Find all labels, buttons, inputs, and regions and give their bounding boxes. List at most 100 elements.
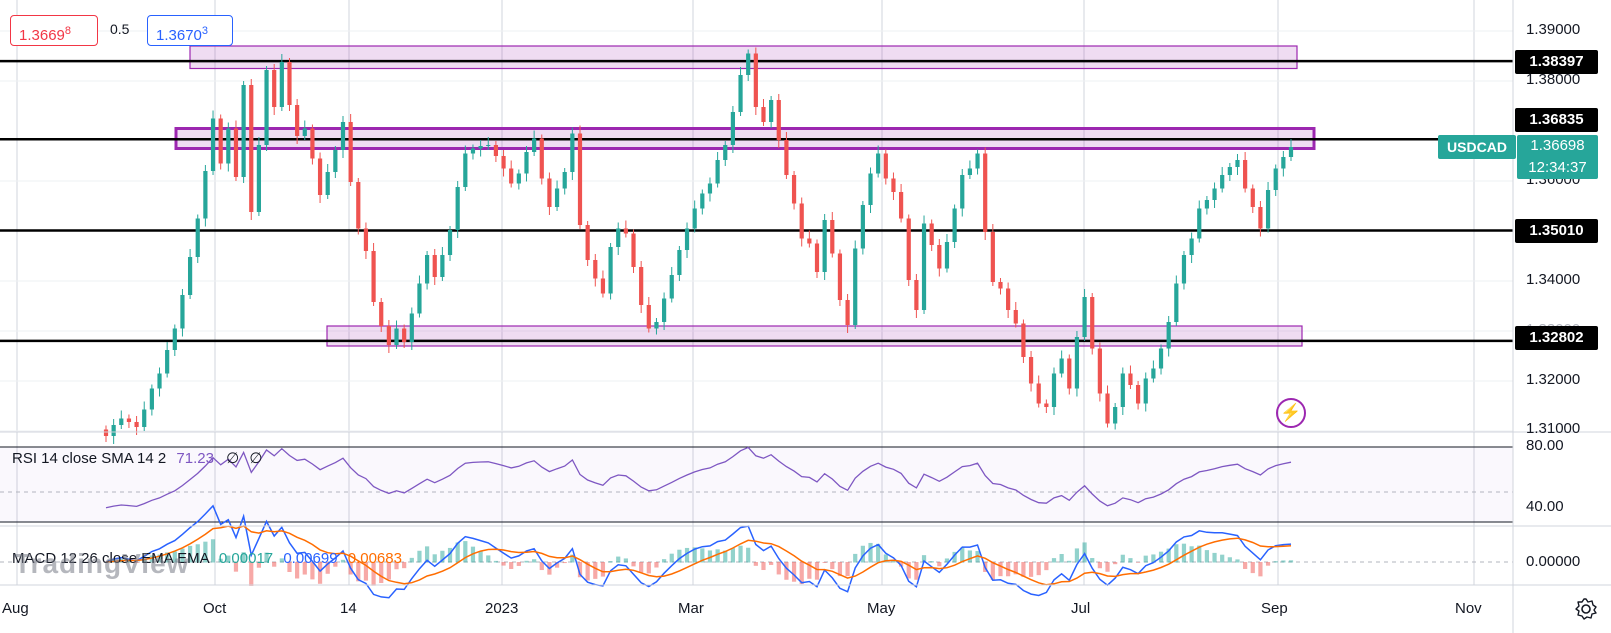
candle-body: [776, 100, 781, 140]
candle-body: [333, 150, 338, 172]
macd-histogram-bar: [134, 562, 139, 563]
macd-histogram-bar: [302, 562, 307, 575]
candle-body: [898, 192, 904, 219]
macd-histogram-bar: [210, 539, 216, 563]
macd-histogram-bar: [654, 562, 659, 568]
macd-histogram-bar: [600, 562, 606, 577]
macd-histogram-bar: [455, 542, 460, 563]
candle-body: [1166, 322, 1171, 349]
candle-body: [226, 128, 231, 164]
candle-body: [1227, 167, 1232, 175]
candle-body: [1181, 255, 1187, 284]
rsi-legend[interactable]: RSI 14 close SMA 14 2 71.23 ∅ ∅: [12, 449, 262, 467]
candle-body: [302, 128, 307, 136]
support-resistance-zones: [174, 45, 1316, 347]
candle-body: [1281, 157, 1286, 169]
candle-body: [837, 253, 843, 300]
candle-body: [707, 183, 713, 194]
macd-histogram-bar: [493, 560, 499, 563]
macd-histogram-bar: [1220, 554, 1225, 563]
macd-histogram-bar: [623, 558, 628, 563]
macd-histogram-bar: [1189, 546, 1194, 563]
x-axis-tick: 14: [340, 600, 357, 617]
candle-body: [1158, 348, 1164, 369]
candle-body: [295, 105, 300, 136]
macd-pane: [0, 504, 1513, 599]
macd-histogram-bar: [317, 562, 323, 584]
candle-body: [363, 228, 369, 251]
macd-histogram-bar: [1021, 562, 1026, 577]
candle-body: [1051, 373, 1057, 407]
macd-histogram-bar: [463, 541, 468, 563]
candle-body: [585, 225, 590, 260]
rsi-pane: [0, 446, 1513, 523]
candle-body: [876, 153, 881, 174]
macd-histogram-bar: [126, 560, 132, 563]
macd-histogram-bar: [1227, 557, 1232, 563]
x-axis-tick: May: [867, 600, 896, 617]
candle-body: [1105, 393, 1110, 424]
macd-histogram-bar: [1197, 545, 1202, 563]
candle-body: [493, 145, 499, 156]
candle-body: [654, 322, 659, 329]
settings-icon[interactable]: [1574, 597, 1598, 621]
macd-histogram-bar: [1105, 562, 1110, 572]
macd-histogram-bar: [440, 550, 445, 563]
candle-body: [180, 295, 185, 329]
candle-body: [402, 328, 407, 342]
candle-body: [723, 145, 728, 160]
macd-histogram-bar: [279, 558, 284, 563]
macd-histogram-bar: [1258, 562, 1263, 577]
candle-body: [1082, 297, 1087, 337]
macd-histogram-bar: [187, 545, 193, 563]
macd-histogram-bar: [837, 562, 843, 577]
macd-legend[interactable]: MACD 12 26 close EMA EMA 0.00017 0.00699…: [12, 550, 402, 567]
candle-body: [807, 238, 812, 244]
macd-line: [105, 504, 1292, 599]
macd-histogram-bar: [960, 547, 965, 563]
macd-histogram-bar: [1265, 562, 1271, 566]
candle-body: [440, 255, 445, 277]
macd-histogram-bar: [356, 562, 361, 582]
lightning-icon[interactable]: ⚡: [1276, 398, 1306, 428]
sell-price-button[interactable]: 1.36698: [10, 15, 98, 46]
macd-histogram-bar: [646, 562, 651, 574]
macd-histogram-bar: [394, 562, 399, 570]
bar-countdown: 12:34:37: [1528, 159, 1587, 176]
x-axis-tick: Sep: [1261, 600, 1288, 617]
candle-body: [317, 158, 323, 195]
candle-body: [1013, 310, 1018, 324]
macd-histogram-bar: [241, 552, 246, 563]
candle-body: [692, 208, 697, 229]
macd-signal-line: [105, 525, 1292, 586]
buy-price-button[interactable]: 1.36703: [147, 15, 233, 46]
candle-body: [103, 429, 109, 436]
macd-histogram-bar: [180, 548, 185, 563]
macd-histogram-bar: [1243, 562, 1248, 569]
macd-histogram-bar: [937, 562, 942, 567]
candle-body: [967, 168, 973, 175]
candle-body: [1243, 160, 1248, 189]
macd-histogram-bar: [707, 550, 713, 563]
level-label: 1.38397: [1515, 50, 1598, 74]
macd-histogram-bar: [554, 562, 560, 568]
macd-histogram-bar: [1090, 558, 1095, 563]
x-axis-tick: Aug: [2, 600, 29, 617]
candle-body: [1197, 208, 1202, 239]
candle-body: [814, 243, 820, 272]
macd-histogram-bar: [1288, 560, 1294, 563]
macd-histogram-bar: [1074, 548, 1080, 563]
candle-body: [539, 138, 544, 179]
candle-body: [532, 138, 537, 152]
candle-body: [218, 118, 223, 164]
rsi-label: RSI 14 close SMA 14 2: [12, 450, 167, 467]
macd-histogram-bar: [639, 562, 644, 573]
macd-histogram-bar: [769, 562, 774, 565]
macd-histogram-bar: [233, 562, 239, 572]
candle-body: [348, 122, 353, 182]
macd-histogram-bar: [295, 562, 300, 579]
candle-body: [822, 220, 827, 272]
macd-histogram-bar: [432, 554, 437, 563]
candle-body: [470, 148, 476, 154]
